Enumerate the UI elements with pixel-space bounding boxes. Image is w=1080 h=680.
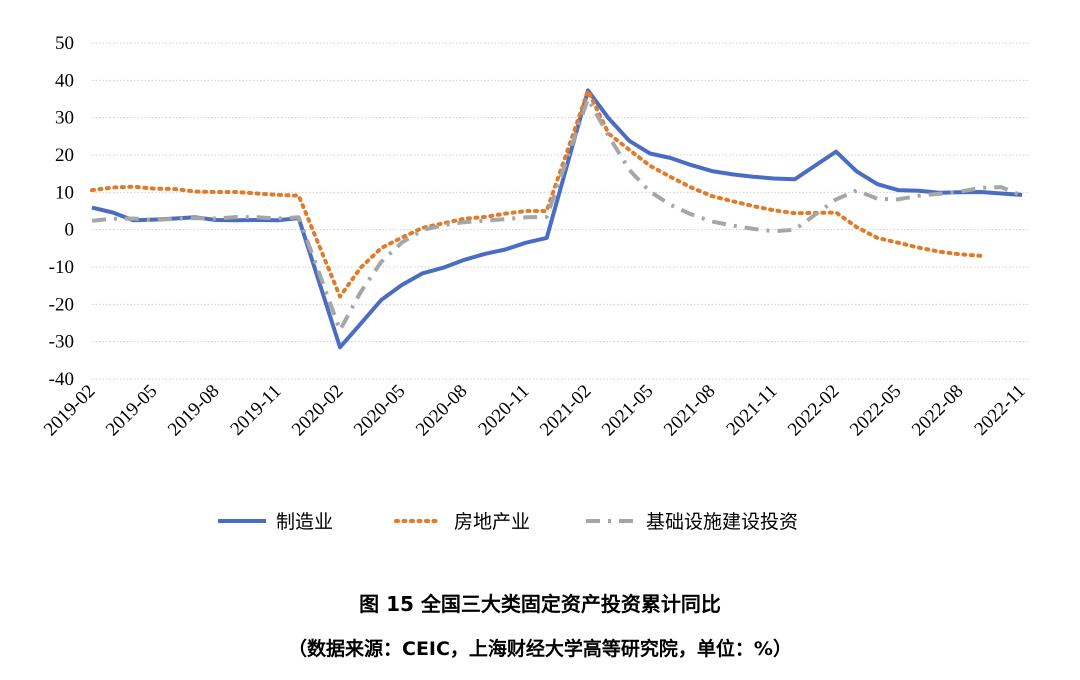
y-tick-label: 30 xyxy=(55,108,74,129)
x-tick-label: 2021-02 xyxy=(536,381,596,441)
y-tick-label: -10 xyxy=(49,257,74,278)
x-tick-label: 2020-05 xyxy=(350,381,410,441)
x-tick-label: 2022-11 xyxy=(970,381,1029,440)
x-tick-label: 2021-08 xyxy=(660,381,720,441)
y-tick-label: -40 xyxy=(49,369,74,390)
legend-label: 房地产业 xyxy=(454,511,530,533)
y-tick-label: 20 xyxy=(55,145,74,166)
x-tick-label: 2019-08 xyxy=(164,381,224,441)
legend-label: 基础设施建设投资 xyxy=(646,511,798,533)
series-line-制造业 xyxy=(91,88,1023,350)
x-tick-label: 2020-02 xyxy=(288,381,348,441)
x-tick-label: 2019-05 xyxy=(102,381,162,441)
chart-subtitle: （数据来源：CEIC，上海财经大学高等研究院，单位：%） xyxy=(288,638,792,660)
x-tick-label: 2020-08 xyxy=(412,381,472,441)
x-tick-label: 2021-05 xyxy=(598,381,658,441)
y-tick-label: -30 xyxy=(49,332,74,353)
legend-label: 制造业 xyxy=(276,511,333,533)
x-axis-ticks: 2019-02 2019-05 2019-08 2019-11 2020-02 2020-… xyxy=(40,381,1030,441)
x-tick-label: 2022-08 xyxy=(908,381,968,441)
x-tick-label: 2019-11 xyxy=(226,381,285,440)
y-tick-label: 10 xyxy=(55,182,74,203)
y-tick-label: 40 xyxy=(55,70,74,91)
x-tick-label: 2022-05 xyxy=(846,381,906,441)
gridlines xyxy=(92,42,1030,380)
y-axis-ticks: 50 40 30 20 10 0 -10 -20 -30 -40 xyxy=(49,33,74,390)
y-tick-label: -20 xyxy=(49,294,74,315)
chart-canvas: 50 40 30 20 10 0 -10 -20 -30 -40 2019-02 2019-05 20… xyxy=(40,33,1030,533)
legend: 制造业 房地产业 基础设施建设投资 xyxy=(218,511,798,533)
y-tick-label: 50 xyxy=(55,33,74,54)
x-tick-label: 2021-11 xyxy=(722,381,781,440)
x-tick-label: 2020-11 xyxy=(474,381,533,440)
series-lines xyxy=(90,88,1023,350)
series-line-基础设施建设投资 xyxy=(91,97,1023,333)
y-tick-label: 0 xyxy=(65,220,75,241)
series-line-房地产业 xyxy=(90,88,983,299)
chart-title: 图 15 全国三大类固定资产投资累计同比 xyxy=(359,592,721,616)
x-tick-label: 2022-02 xyxy=(784,381,844,441)
